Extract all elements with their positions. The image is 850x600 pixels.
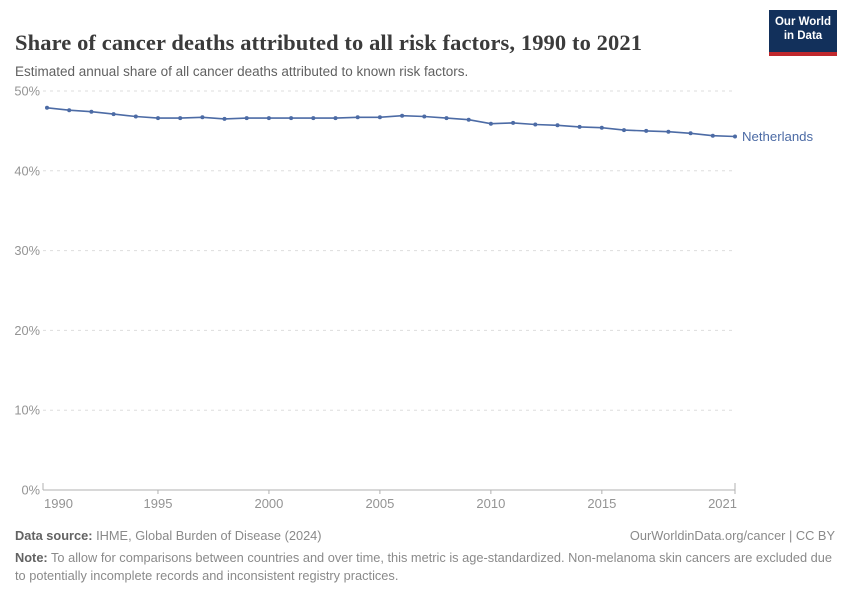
- data-point-2010[interactable]: [488, 121, 493, 126]
- data-point-2011[interactable]: [511, 120, 516, 125]
- y-tick-label-30: 30%: [14, 243, 40, 258]
- data-point-1998[interactable]: [222, 116, 227, 121]
- owid-logo[interactable]: Our World in Data: [769, 10, 837, 56]
- y-tick-label-0: 0%: [22, 483, 41, 498]
- x-tick-label-2015: 2015: [587, 496, 616, 511]
- data-point-2003[interactable]: [333, 116, 338, 121]
- data-point-2020[interactable]: [710, 133, 715, 138]
- data-point-2004[interactable]: [355, 115, 360, 120]
- data-point-1997[interactable]: [200, 115, 205, 120]
- y-tick-label-50: 50%: [14, 84, 40, 99]
- chart-note: Note: To allow for comparisons between c…: [15, 549, 835, 584]
- data-point-2001[interactable]: [289, 116, 294, 121]
- line-chart-plot-area[interactable]: 0% 10% 20% 30% 40% 50% 1990 1995 2000 2005 2010 201…: [0, 0, 850, 525]
- data-source-line: Data source: IHME, Global Burden of Dise…: [15, 528, 322, 543]
- x-tick-label-2021: 2021: [708, 496, 737, 511]
- data-point-1991[interactable]: [67, 108, 72, 113]
- data-point-2012[interactable]: [533, 122, 538, 127]
- x-tick-label-2005: 2005: [365, 496, 394, 511]
- data-point-1993[interactable]: [111, 112, 116, 117]
- page-title: Share of cancer deaths attributed to all…: [15, 30, 643, 56]
- chart-subtitle: Estimated annual share of all cancer dea…: [15, 63, 469, 79]
- x-tick-label-2010: 2010: [476, 496, 505, 511]
- data-point-2014[interactable]: [577, 124, 582, 129]
- data-point-1994[interactable]: [133, 114, 138, 119]
- data-point-1996[interactable]: [178, 116, 183, 121]
- x-tick-label-2000: 2000: [254, 496, 283, 511]
- data-point-2000[interactable]: [266, 116, 271, 121]
- x-tick-label-1990: 1990: [44, 496, 73, 511]
- note-text: To allow for comparisons between countri…: [15, 550, 833, 583]
- series-label-netherlands[interactable]: Netherlands: [742, 129, 814, 144]
- data-source-label: Data source:: [15, 528, 93, 543]
- data-point-2008[interactable]: [444, 116, 449, 121]
- data-point-2013[interactable]: [555, 123, 560, 128]
- data-point-1999[interactable]: [244, 116, 249, 121]
- owid-logo-line2: in Data: [783, 30, 823, 42]
- data-point-2015[interactable]: [599, 125, 604, 130]
- data-point-2007[interactable]: [422, 114, 427, 119]
- data-point-2002[interactable]: [311, 116, 316, 121]
- data-point-1992[interactable]: [89, 109, 94, 114]
- data-point-1995[interactable]: [156, 116, 160, 121]
- data-point-1990[interactable]: [45, 105, 49, 110]
- y-tick-label-10: 10%: [14, 403, 40, 418]
- data-point-2006[interactable]: [400, 113, 405, 118]
- owid-logo-line1: Our World: [774, 16, 831, 28]
- y-tick-label-20: 20%: [14, 323, 40, 338]
- data-point-2017[interactable]: [644, 128, 649, 133]
- data-point-2005[interactable]: [377, 115, 382, 120]
- y-tick-label-40: 40%: [14, 163, 40, 178]
- data-source-text: IHME, Global Burden of Disease (2024): [92, 528, 322, 543]
- x-tick-label-1995: 1995: [144, 496, 173, 511]
- data-point-2016[interactable]: [622, 128, 626, 133]
- note-label: Note:: [15, 550, 48, 565]
- data-point-2018[interactable]: [666, 129, 671, 134]
- chart-footer: Data source: IHME, Global Burden of Dise…: [15, 528, 835, 584]
- data-point-2019[interactable]: [688, 131, 693, 136]
- series-line-netherlands[interactable]: [46, 107, 736, 138]
- data-point-2009[interactable]: [466, 117, 471, 122]
- attribution-link[interactable]: OurWorldinData.org/cancer | CC BY: [629, 528, 835, 543]
- data-point-2021[interactable]: [733, 134, 737, 139]
